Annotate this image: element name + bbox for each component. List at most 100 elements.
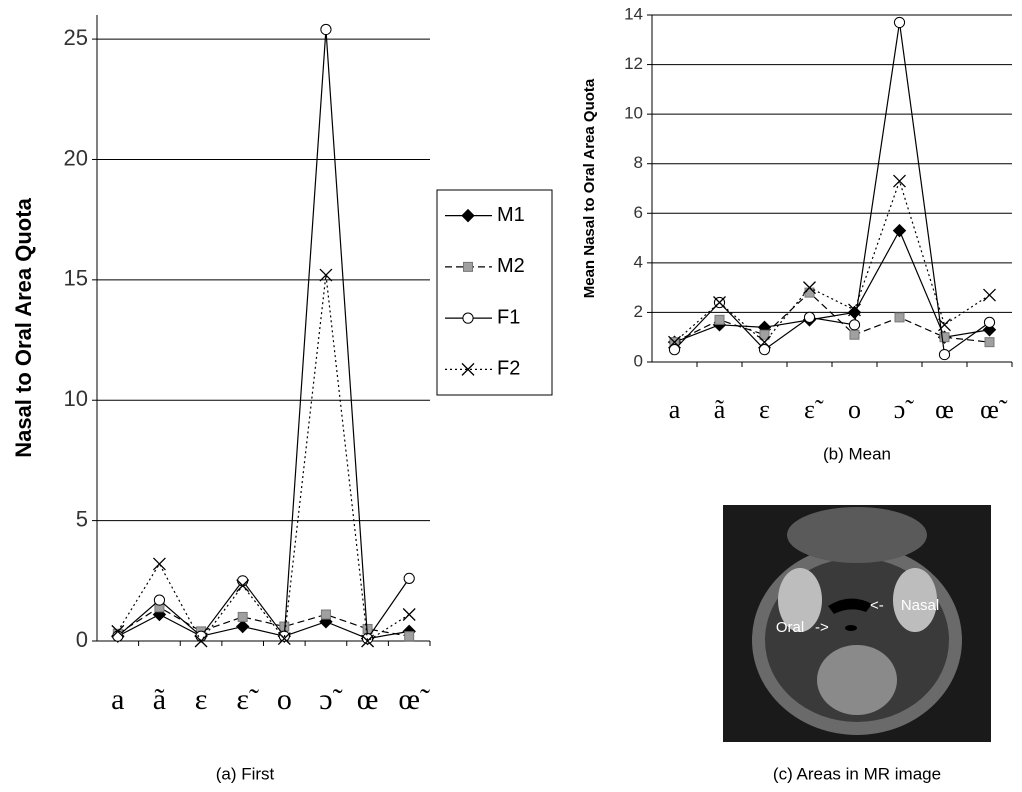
legend-label: M2 — [497, 255, 525, 277]
x-tick-label: ɔ̃ — [319, 683, 342, 716]
x-tick-label: o — [848, 395, 861, 424]
marker — [803, 281, 816, 295]
marker — [758, 335, 771, 349]
marker — [320, 23, 332, 36]
marker — [152, 557, 166, 571]
legend-label: F1 — [497, 306, 520, 328]
y-tick-label: 25 — [64, 25, 88, 50]
y-tick-label: 8 — [634, 153, 643, 172]
legend-box — [436, 189, 553, 396]
caption: (b) Mean — [823, 444, 891, 463]
y-tick-label: 4 — [634, 252, 643, 271]
x-tick-label: œ̃ — [980, 395, 1008, 424]
marker — [938, 318, 951, 332]
image-label: Nasal — [901, 597, 939, 614]
marker — [893, 174, 906, 188]
marker — [277, 632, 291, 646]
series-line — [117, 613, 410, 640]
marker — [194, 634, 208, 648]
legend-label: M1 — [497, 204, 525, 226]
y-tick-label: 12 — [624, 54, 643, 73]
series-line — [117, 606, 410, 637]
y-tick-label: 14 — [624, 4, 643, 23]
marker — [235, 619, 250, 634]
y-tick-label: 10 — [64, 386, 88, 411]
marker — [153, 594, 166, 606]
marker — [848, 319, 861, 331]
x-tick-label: ɛ — [195, 683, 208, 716]
marker — [894, 312, 905, 323]
marker — [983, 316, 996, 328]
marker — [759, 329, 770, 340]
series-line — [674, 179, 990, 344]
marker — [938, 348, 951, 361]
y-tick-label: 0 — [76, 627, 88, 652]
x-tick-label: a — [669, 395, 681, 424]
y-axis-label: Nasal to Oral Area Quota — [11, 197, 36, 457]
marker — [320, 609, 331, 620]
marker — [361, 634, 375, 648]
y-tick-label: 5 — [76, 506, 88, 531]
x-tick-label: œ — [935, 395, 954, 424]
x-tick-label: ã — [714, 395, 726, 424]
marker — [402, 608, 416, 621]
y-tick-label: 15 — [64, 266, 88, 291]
x-tick-label: ɛ — [759, 395, 770, 424]
legend-marker — [463, 261, 473, 272]
marker — [892, 223, 907, 238]
marker — [939, 332, 950, 343]
image-label: Oral — [776, 619, 804, 636]
marker — [758, 344, 771, 356]
marker — [984, 337, 995, 348]
mr-tissue — [817, 645, 897, 715]
mr-tissue — [893, 568, 937, 632]
x-tick-label: œ — [357, 683, 379, 716]
marker — [319, 268, 333, 282]
y-tick-label: 10 — [624, 104, 643, 123]
marker — [983, 288, 996, 302]
mr-tissue — [787, 507, 927, 563]
y-tick-label: 2 — [634, 302, 643, 321]
marker — [847, 305, 862, 320]
y-tick-label: 6 — [634, 203, 643, 222]
marker — [893, 16, 906, 29]
x-tick-label: o — [277, 683, 292, 716]
x-tick-label: a — [111, 683, 124, 716]
series-line — [674, 229, 990, 343]
series-line — [117, 29, 410, 641]
series-line — [117, 274, 410, 643]
legend-label: F2 — [497, 358, 520, 380]
chart: 0 5 10 15 20 25 a ã ɛ ɛ̃ o ɔ̃ œ œ̃ Nasal to Oral Area … — [11, 15, 553, 783]
marker — [111, 624, 125, 638]
marker — [848, 303, 861, 317]
marker — [714, 314, 725, 325]
caption: (a) First — [216, 764, 275, 783]
x-tick-label: ã — [153, 683, 166, 716]
marker — [713, 296, 726, 309]
marker — [404, 631, 415, 642]
caption: (c) Areas in MR image — [773, 764, 941, 783]
marker — [403, 572, 415, 585]
marker — [237, 611, 248, 622]
x-tick-label: ɔ̃ — [894, 395, 915, 424]
marker — [112, 630, 124, 642]
y-axis-label: Mean Nasal to Oral Area Quota — [581, 78, 598, 298]
marker — [668, 335, 681, 349]
series-line — [674, 291, 990, 343]
x-tick-label: œ̃ — [398, 683, 430, 716]
marker — [237, 575, 249, 587]
marker — [803, 311, 816, 323]
y-tick-label: 0 — [634, 351, 643, 370]
mr-image: Oral -> <- Nasal — [723, 505, 991, 742]
x-tick-label: ɛ̃ — [236, 683, 259, 716]
marker — [849, 329, 860, 340]
x-tick-label: ɛ̃ — [804, 395, 824, 424]
nasal-area — [828, 598, 872, 614]
legend-marker — [462, 312, 474, 324]
y-tick-label: 20 — [64, 145, 88, 170]
legend-marker — [461, 362, 475, 376]
marker — [668, 344, 681, 356]
chart: 0 2 4 6 8 10 12 14 a ã ɛ ɛ̃ o ɔ̃ œ œ̃ Mean Nasal to Oral… — [581, 4, 1013, 463]
mr-tissue — [778, 568, 822, 632]
